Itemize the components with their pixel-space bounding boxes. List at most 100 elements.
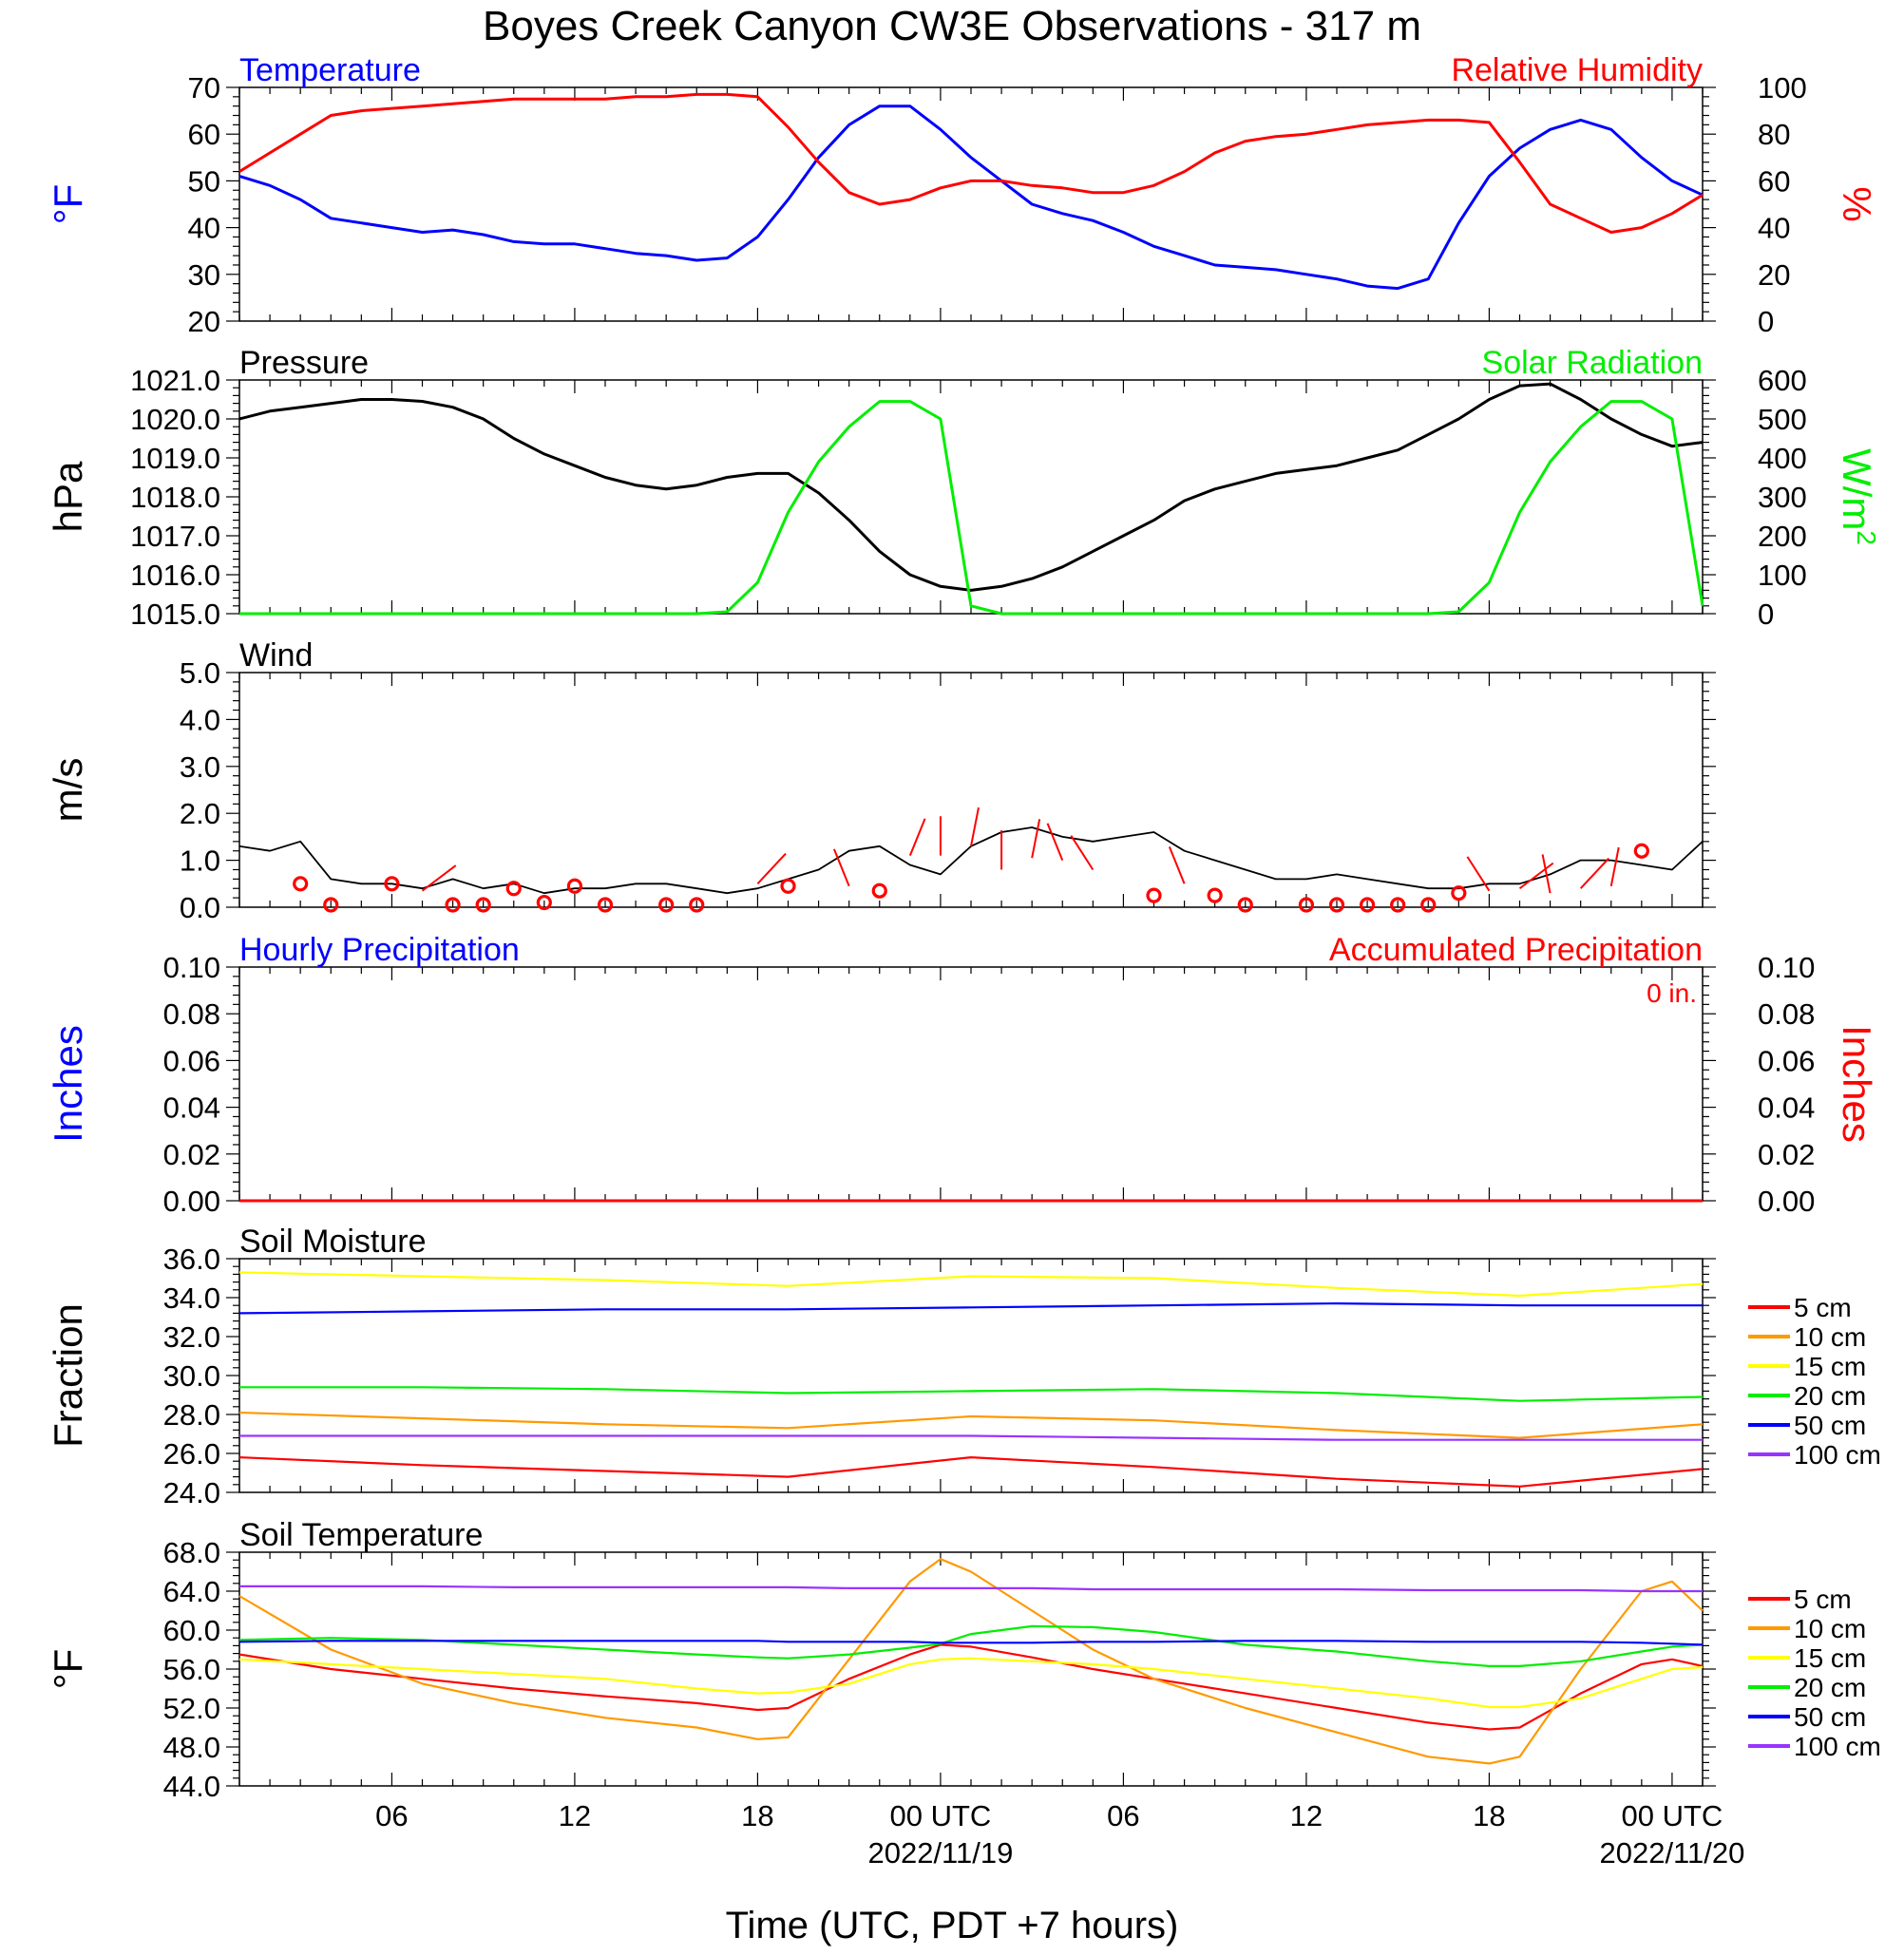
panel-title-left: Pressure: [239, 345, 369, 381]
y-tick-label-left: 52.0: [163, 1692, 220, 1725]
wind-barb: [970, 807, 980, 846]
legend-label: 50 cm: [1794, 1411, 1866, 1440]
y-tick-label-left: 2.0: [180, 797, 220, 830]
y-axis-label-left: °F: [46, 184, 90, 224]
panel-soil-temperature: 44.0 48.0 52.0 56.0 60.0 64.0 68.0 Soil Tempera…: [46, 1517, 1881, 1803]
y-tick-label-right: 100: [1758, 559, 1807, 592]
y-tick-label-left: 70: [188, 71, 220, 104]
series-line-15-cm: [238, 1657, 1704, 1709]
series-line-temperature: [238, 104, 1704, 291]
y-tick-label-left: 0.0: [180, 891, 220, 924]
y-axis-label-superscript: 2: [1853, 530, 1882, 545]
y-tick-label-left: 0.08: [163, 997, 220, 1031]
series-line-15-cm: [238, 1271, 1704, 1298]
wind-barb-calm: [293, 876, 309, 892]
y-tick-label-left: 1017.0: [130, 520, 220, 553]
wind-barb: [1518, 862, 1554, 890]
y-tick-label-right: 400: [1758, 442, 1807, 475]
legend-label: 5 cm: [1794, 1293, 1852, 1322]
x-tick-label: 06: [375, 1799, 408, 1832]
y-tick-label-left: 60.0: [163, 1614, 220, 1647]
y-tick-label-left: 0.00: [163, 1185, 220, 1218]
y-tick-label-right: 0.10: [1758, 951, 1815, 984]
y-tick-label-left: 50: [188, 164, 220, 198]
y-axis-label-left: hPa: [46, 461, 90, 532]
y-tick-label-left: 60: [188, 118, 220, 151]
y-axis-label-left: Inches: [46, 1025, 90, 1143]
panel-title-right: Solar Radiation: [1482, 345, 1703, 381]
legend-label: 5 cm: [1794, 1585, 1852, 1614]
y-tick-label-right: 0.04: [1758, 1091, 1815, 1125]
y-tick-label-left: 30: [188, 258, 220, 292]
panel-title-left: Temperature: [239, 52, 421, 88]
wind-barb-calm: [1298, 897, 1315, 913]
wind-barb-calm: [1420, 897, 1437, 913]
y-tick-label-right: 500: [1758, 403, 1807, 436]
wind-barb-calm: [597, 897, 614, 913]
y-axis-label-left: °F: [46, 1649, 90, 1689]
wind-barb: [1466, 856, 1491, 892]
x-tick-label: 12: [1290, 1799, 1323, 1832]
x-axis-label: Time (UTC, PDT +7 hours): [726, 1905, 1179, 1946]
y-tick-label-left: 1019.0: [130, 442, 220, 475]
x-tick-date-label: 2022/11/20: [1599, 1836, 1744, 1870]
y-tick-label-left: 4.0: [180, 703, 220, 736]
precip-total-annotation: 0 in.: [1647, 978, 1697, 1008]
y-tick-label-left: 1.0: [180, 845, 220, 878]
legend-label: 15 cm: [1794, 1643, 1866, 1673]
series-line-pressure: [238, 382, 1704, 592]
y-tick-label-left: 0.10: [163, 951, 220, 984]
y-tick-label-right: 100: [1758, 71, 1807, 104]
wind-barb-calm: [445, 897, 461, 913]
y-tick-label-left: 26.0: [163, 1437, 220, 1471]
y-axis-label-right: %: [1835, 186, 1879, 221]
wind-barb: [421, 864, 457, 892]
time-axis: 06 12 18 00 UTC 2022/11/19 06 12 18 00 UTC 2022/1…: [375, 1799, 1744, 1870]
panel-title-left: Wind: [239, 637, 313, 674]
wind-barb-calm: [505, 881, 522, 897]
wind-barb-calm: [1359, 897, 1376, 913]
series-line-100-cm: [239, 1585, 1703, 1593]
series-line-50-cm: [238, 1640, 1704, 1646]
legend-label: 15 cm: [1794, 1352, 1866, 1381]
y-tick-label-right: 60: [1758, 164, 1790, 198]
series-line-5-cm: [238, 1643, 1704, 1731]
y-tick-label-left: 5.0: [180, 656, 220, 690]
legend-label: 20 cm: [1794, 1381, 1866, 1411]
panel-soil-moisture: 24.0 26.0 28.0 30.0 32.0 34.0 36.0 Soil Moistur…: [46, 1224, 1881, 1509]
y-tick-label-right: 600: [1758, 364, 1807, 397]
legend-label: 10 cm: [1794, 1322, 1866, 1352]
y-tick-label-right: 40: [1758, 212, 1790, 245]
wind-barb-calm: [1633, 843, 1649, 859]
wind-barb-calm: [780, 878, 796, 894]
wind-barb-calm: [536, 894, 552, 911]
wind-barb: [756, 852, 787, 884]
x-tick-label: 12: [559, 1799, 591, 1832]
wind-barb: [1579, 857, 1609, 889]
legend-label: 50 cm: [1794, 1702, 1866, 1732]
y-tick-label-left: 0.04: [163, 1091, 220, 1125]
series-line-50-cm: [238, 1301, 1703, 1315]
y-tick-label-right: 0.00: [1758, 1185, 1815, 1218]
wind-barb-calm: [871, 883, 887, 899]
y-tick-label-left: 28.0: [163, 1398, 220, 1432]
wind-barb-calm: [689, 897, 705, 913]
wind-barb: [1046, 823, 1064, 861]
series-line-10-cm: [238, 1411, 1704, 1439]
y-tick-label-left: 1015.0: [130, 598, 220, 631]
wind-barb: [1070, 835, 1095, 871]
wind-barb: [908, 818, 926, 857]
series-line-10-cm: [238, 1558, 1704, 1765]
wind-barb-calm: [1146, 887, 1162, 903]
y-axis-label-right: Inches: [1835, 1025, 1879, 1143]
series-line-20-cm: [238, 1624, 1704, 1668]
y-tick-label-left: 1016.0: [130, 559, 220, 592]
series-line-100-cm: [239, 1434, 1703, 1441]
y-tick-label-left: 36.0: [163, 1243, 220, 1276]
y-tick-label-right: 0.06: [1758, 1044, 1815, 1077]
y-tick-label-left: 3.0: [180, 750, 220, 784]
series-line-5-cm: [238, 1455, 1704, 1488]
legend-label: 20 cm: [1794, 1673, 1866, 1702]
legend-label: 100 cm: [1794, 1440, 1881, 1470]
